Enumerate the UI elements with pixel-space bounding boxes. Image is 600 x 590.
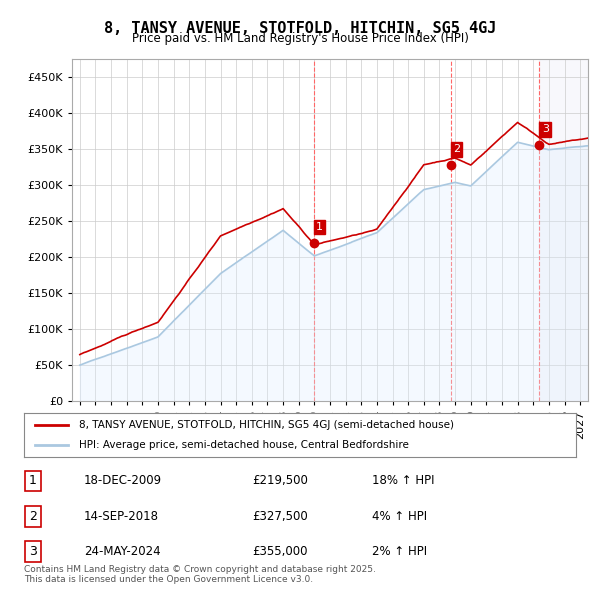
- Text: £327,500: £327,500: [252, 510, 308, 523]
- Text: 3: 3: [29, 545, 37, 558]
- Text: 18-DEC-2009: 18-DEC-2009: [84, 474, 162, 487]
- Text: 1: 1: [316, 222, 323, 232]
- Text: Contains HM Land Registry data © Crown copyright and database right 2025.
This d: Contains HM Land Registry data © Crown c…: [24, 565, 376, 584]
- Text: 2% ↑ HPI: 2% ↑ HPI: [372, 545, 427, 558]
- Text: Price paid vs. HM Land Registry's House Price Index (HPI): Price paid vs. HM Land Registry's House …: [131, 32, 469, 45]
- Text: 14-SEP-2018: 14-SEP-2018: [84, 510, 159, 523]
- Text: 1: 1: [29, 474, 37, 487]
- Text: 18% ↑ HPI: 18% ↑ HPI: [372, 474, 434, 487]
- Bar: [539, 59, 588, 401]
- Text: 3: 3: [542, 124, 549, 135]
- Text: £219,500: £219,500: [252, 474, 308, 487]
- Text: HPI: Average price, semi-detached house, Central Bedfordshire: HPI: Average price, semi-detached house,…: [79, 440, 409, 450]
- Text: £355,000: £355,000: [252, 545, 308, 558]
- Text: 8, TANSY AVENUE, STOTFOLD, HITCHIN, SG5 4GJ: 8, TANSY AVENUE, STOTFOLD, HITCHIN, SG5 …: [104, 21, 496, 35]
- Text: 2: 2: [453, 145, 460, 155]
- Text: 4% ↑ HPI: 4% ↑ HPI: [372, 510, 427, 523]
- Text: 2: 2: [29, 510, 37, 523]
- Text: 8, TANSY AVENUE, STOTFOLD, HITCHIN, SG5 4GJ (semi-detached house): 8, TANSY AVENUE, STOTFOLD, HITCHIN, SG5 …: [79, 421, 454, 430]
- Text: 24-MAY-2024: 24-MAY-2024: [84, 545, 161, 558]
